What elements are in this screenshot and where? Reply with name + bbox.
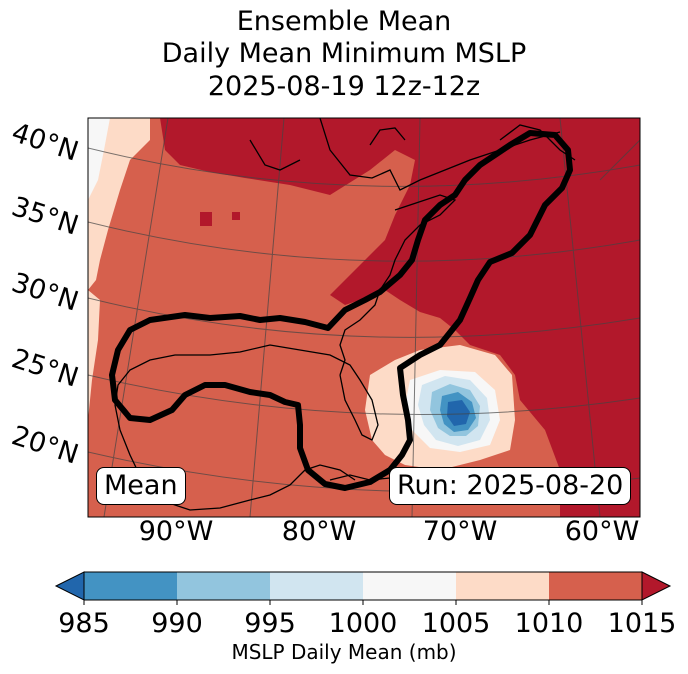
field-1000-1005-west: [88, 118, 110, 200]
colorbar-tick: 1015: [608, 608, 677, 639]
run-date-box: Run: 2025-08-20: [389, 467, 632, 505]
colorbar-tick: 985: [58, 608, 110, 639]
colorbar: 985 990 995 1000 1005 1010 1015: [54, 571, 677, 639]
lon-label-80w: 80°W: [282, 516, 357, 547]
highlight-contour: [109, 130, 573, 491]
colorbar-segment-985-990: [84, 572, 177, 600]
title-line-3: 2025-08-19 12z-12z: [207, 71, 481, 102]
colorbar-segment-995-1000: [270, 572, 363, 600]
field-1005-1010-west: [88, 118, 150, 290]
colorbar-segment-1010-1015: [549, 572, 642, 600]
field-below-985-low: [447, 400, 470, 426]
colorbar-tick: 1000: [329, 608, 398, 639]
colorbar-over-arrow: [641, 571, 672, 601]
lat-label-25: 25°N: [8, 343, 82, 394]
lon-label-70w: 70°W: [423, 516, 498, 547]
colorbar-segment-990-995: [177, 572, 270, 600]
colorbar-tick: 1005: [422, 608, 491, 639]
lon-label-90w: 90°W: [139, 516, 214, 547]
title-line-1: Ensemble Mean: [236, 6, 452, 37]
colorbar-segment-1000-1005: [363, 572, 456, 600]
colorbar-under-arrow: [54, 571, 85, 601]
mean-label-box: Mean: [96, 467, 186, 505]
colorbar-tick: 995: [244, 608, 296, 639]
map-panel: [88, 118, 640, 517]
colorbar-label: MSLP Daily Mean (mb): [231, 640, 457, 664]
colorbar-tick: 1010: [515, 608, 584, 639]
colorbar-segment-1005-1010: [456, 572, 549, 600]
field-above-1015: [160, 118, 640, 517]
lat-label-20: 20°N: [8, 420, 82, 471]
map-frame: [87, 117, 641, 518]
lat-label-40: 40°N: [8, 117, 82, 168]
lon-label-60w: 60°W: [565, 516, 640, 547]
lat-label-30: 30°N: [8, 267, 82, 318]
colorbar-tick: 990: [151, 608, 203, 639]
title-line-2: Daily Mean Minimum MSLP: [161, 38, 527, 69]
field-1005-1010-sw: [88, 290, 100, 420]
lat-label-35: 35°N: [8, 191, 82, 242]
